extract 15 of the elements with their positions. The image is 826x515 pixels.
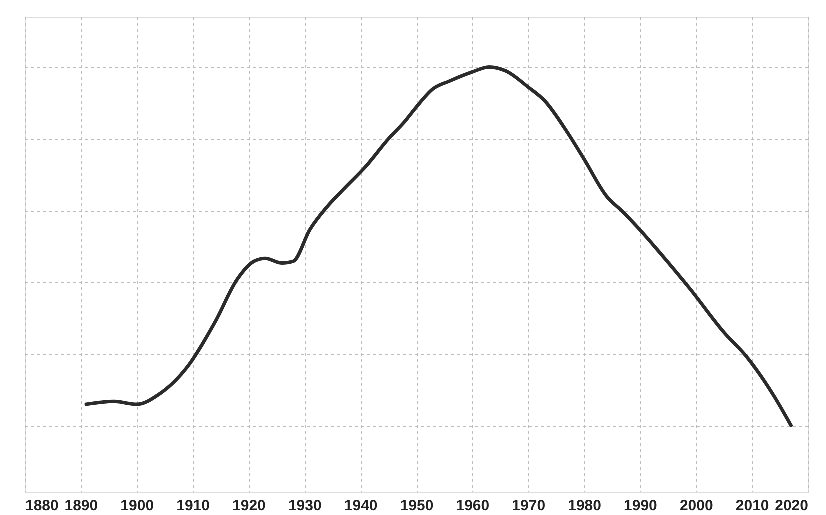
- x-tick-label: 1910: [176, 498, 210, 514]
- x-tick-label: 1940: [344, 498, 378, 514]
- x-tick-label: 1920: [232, 498, 266, 514]
- x-tick-label: 2020: [775, 498, 808, 514]
- x-tick-label: 1980: [568, 498, 602, 514]
- x-tick-label: 1880: [26, 498, 59, 514]
- x-tick-label: 2010: [736, 498, 770, 514]
- x-tick-label: 1960: [456, 498, 490, 514]
- x-tick-label: 1990: [624, 498, 658, 514]
- x-tick-label: 1890: [64, 498, 98, 514]
- x-tick-label: 1930: [288, 498, 322, 514]
- x-tick-label: 2000: [680, 498, 714, 514]
- x-tick-label: 1900: [120, 498, 154, 514]
- x-tick-label: 1970: [512, 498, 546, 514]
- x-tick-label: 1950: [400, 498, 434, 514]
